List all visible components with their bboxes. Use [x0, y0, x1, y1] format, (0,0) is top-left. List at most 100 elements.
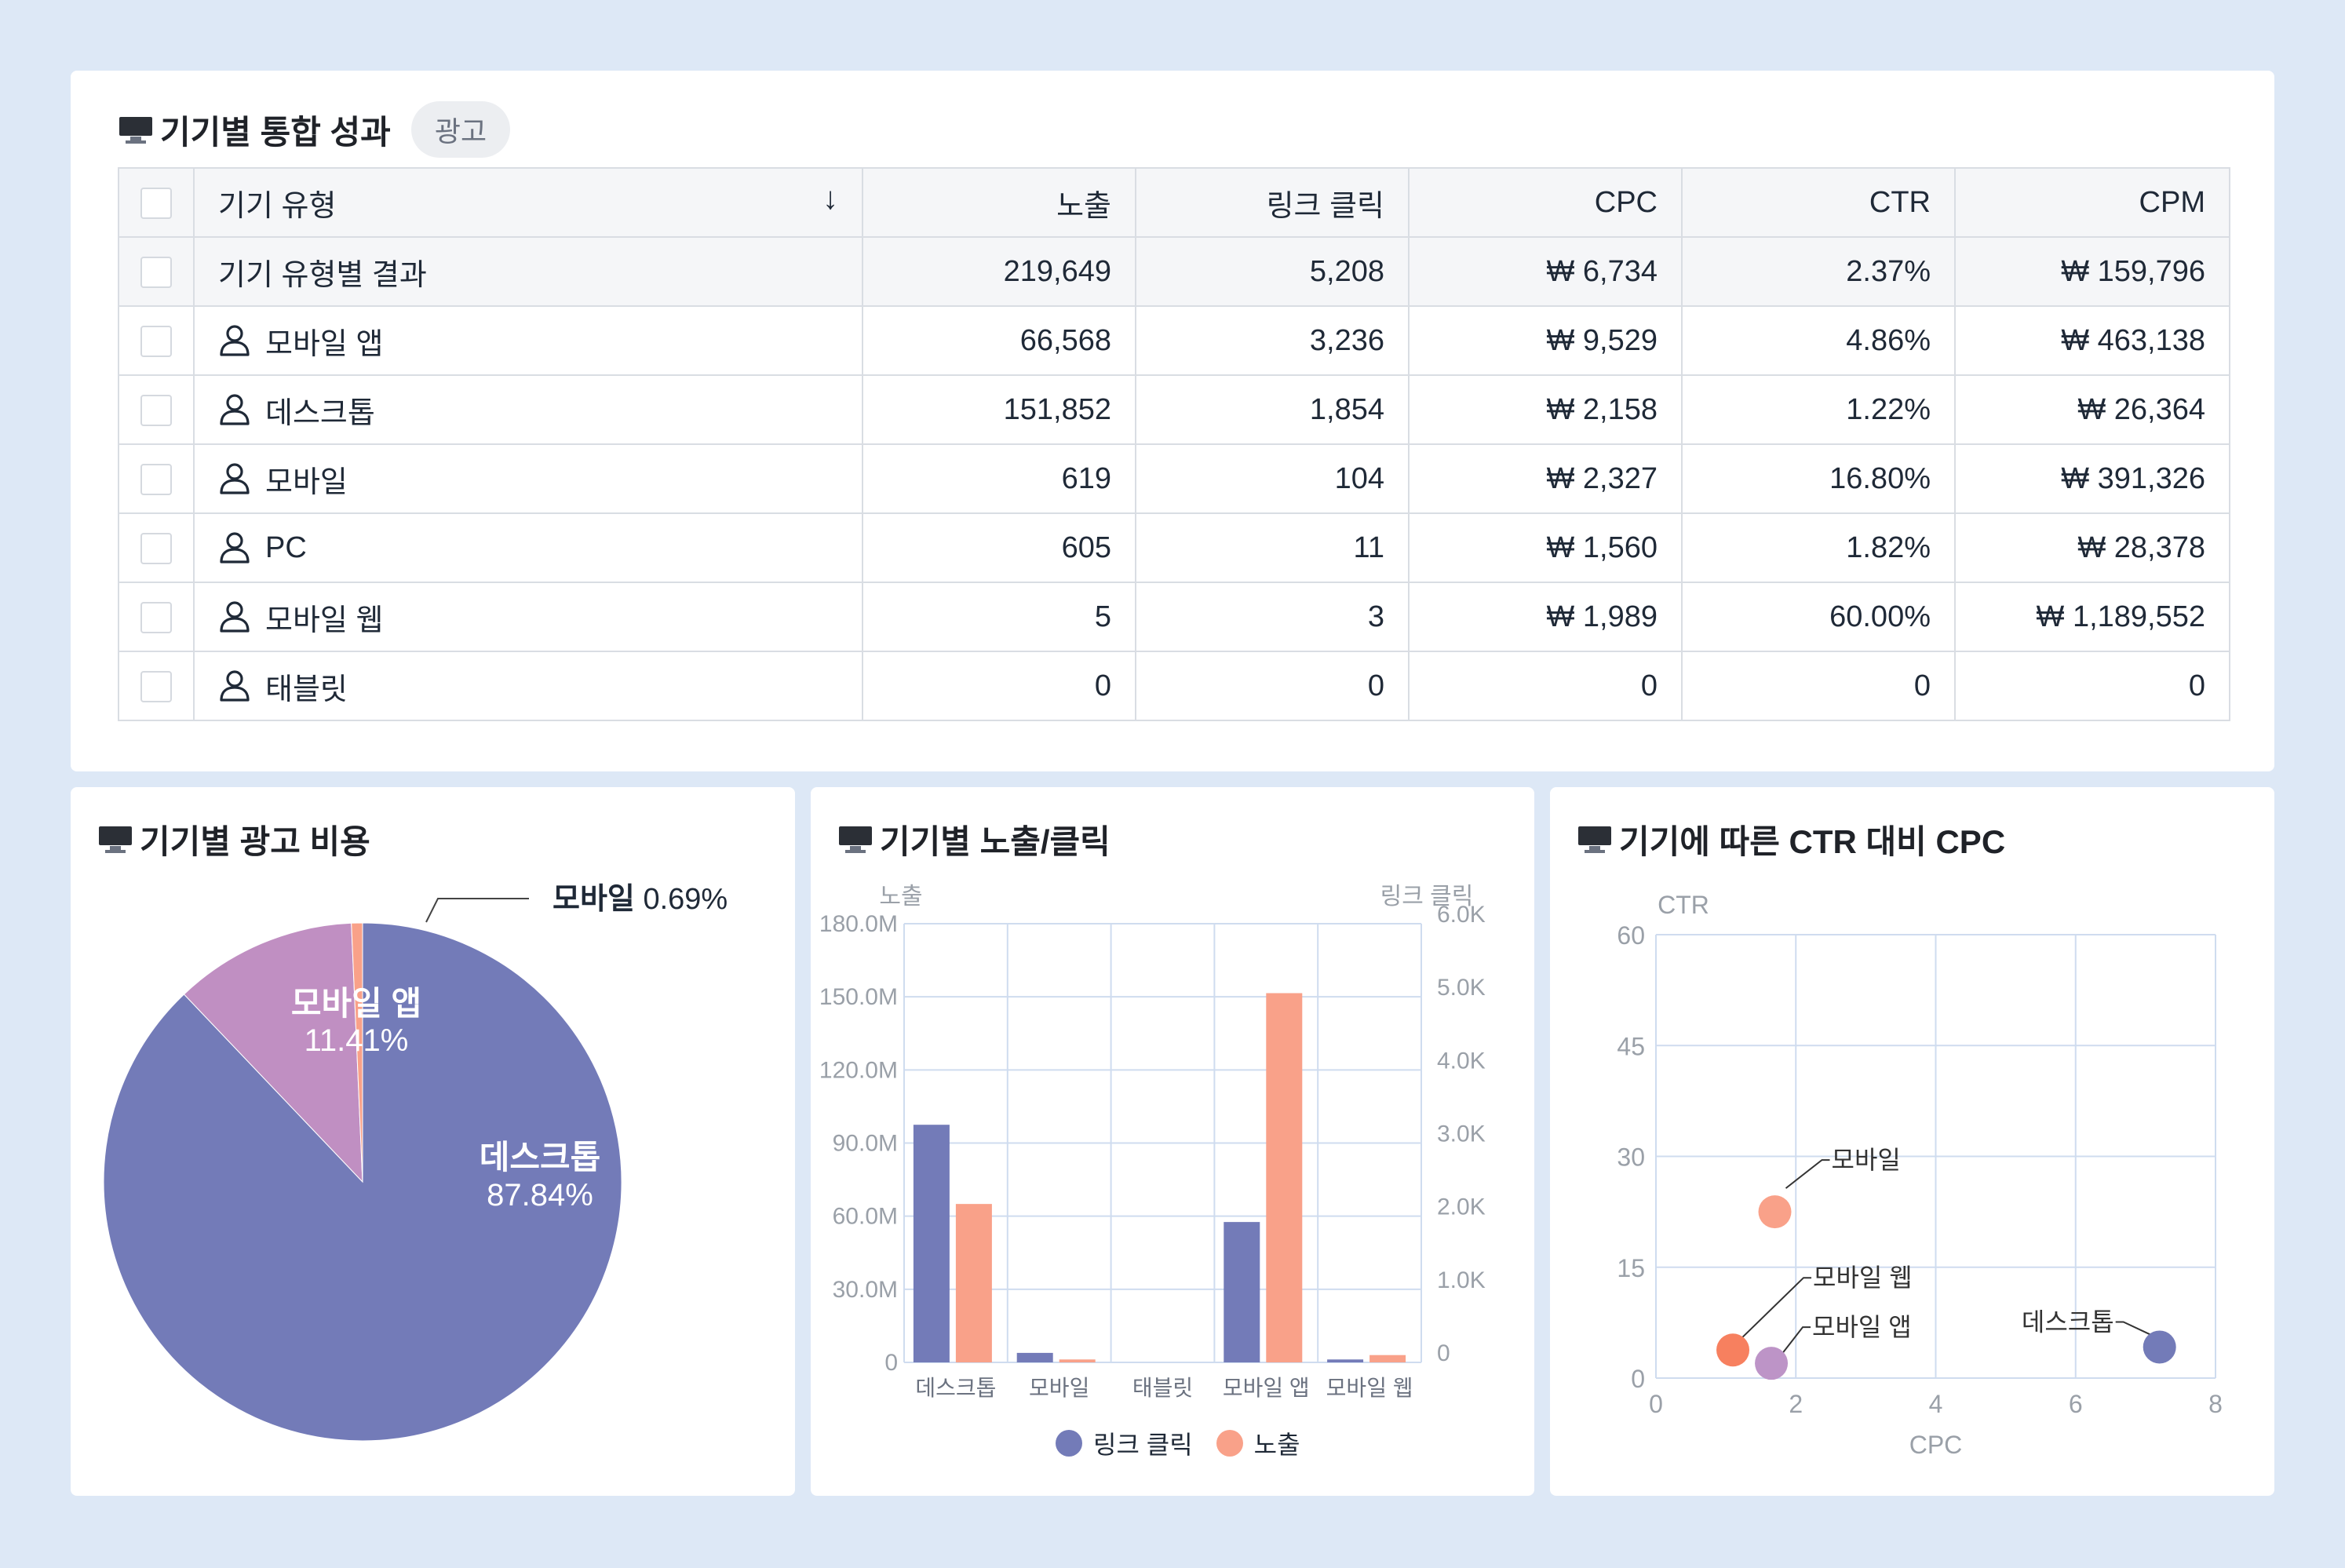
left-tick-label: 30.0M	[833, 1277, 898, 1303]
ad-cost-pie-card: 기기별 광고 비용 데스크톱 87.84% 모바일 앱 11.41% 모바일 0.69%	[71, 787, 795, 1496]
arrow-down-icon[interactable]: ↓	[822, 181, 838, 216]
person-icon	[220, 601, 250, 633]
table-row[interactable]: PC 605 11 ₩ 1,560 1.82% ₩ 28,378	[118, 512, 2230, 583]
cell-cpm: ₩ 391,326	[1954, 443, 2230, 514]
device-name: 데스크톱	[265, 396, 375, 430]
cell-cpc: ₩ 2,327	[1408, 443, 1683, 514]
point-leader-line	[2115, 1321, 2151, 1336]
person-icon	[220, 670, 250, 702]
table-row[interactable]: 태블릿 0 0 0 0 0	[118, 651, 2230, 721]
person-icon	[220, 325, 250, 356]
cell-ctr: 1.22%	[1681, 374, 1956, 445]
legend-label-link-clicks: 링크 클릭	[1093, 1431, 1193, 1459]
cell-cpc: ₩ 1,560	[1408, 512, 1683, 583]
cell-link-clicks: 0	[1135, 651, 1410, 721]
category-tick-label: 모바일 앱	[1223, 1376, 1310, 1400]
pie-slice[interactable]	[351, 922, 363, 1183]
ctr-cpc-scatter-title: 기기에 따른 CTR 대비 CPC	[1578, 815, 2005, 862]
bar-link-clicks[interactable]	[1224, 1222, 1260, 1362]
row-checkbox[interactable]	[140, 257, 172, 289]
bar-link-clicks[interactable]	[1327, 1359, 1364, 1362]
scatter-point[interactable]	[1716, 1333, 1750, 1367]
scatter-point[interactable]	[1755, 1347, 1789, 1380]
right-tick-label: 4.0K	[1437, 1048, 1486, 1074]
device-name: 모바일 앱	[265, 327, 384, 361]
cell-cpm: 0	[1954, 651, 2230, 721]
left-tick-label: 120.0M	[819, 1057, 898, 1083]
slice-value-mobile-app: 11.41%	[305, 1023, 409, 1058]
y-tick-label: 45	[1617, 1032, 1645, 1060]
cell-link-clicks: 104	[1135, 443, 1410, 514]
cell-ctr: 16.80%	[1681, 443, 1956, 514]
select-all-checkbox[interactable]	[140, 188, 172, 220]
device-name-cell: 모바일	[193, 443, 863, 514]
cell-link-clicks: 1,854	[1135, 374, 1410, 445]
right-tick-label: 2.0K	[1437, 1194, 1486, 1220]
row-checkbox[interactable]	[140, 464, 172, 496]
leader-line	[425, 898, 529, 923]
row-checkbox[interactable]	[140, 671, 172, 703]
category-tick-label: 데스크톱	[915, 1376, 996, 1400]
table-row[interactable]: 모바일 웹 5 3 ₩ 1,989 60.00% ₩ 1,189,552	[118, 582, 2230, 652]
bar-impressions[interactable]	[1059, 1359, 1096, 1362]
x-tick-label: 8	[2208, 1390, 2223, 1418]
legend-item-link-clicks[interactable]: 링크 클릭	[1056, 1425, 1193, 1461]
cell-impressions: 66,568	[862, 305, 1136, 376]
left-tick-label: 150.0M	[819, 984, 898, 1010]
bar-chart: 노출 링크 클릭 0 0 30.0M 1.0K 60.0M 2.0K 90.0M 3.0K 120.…	[819, 884, 1486, 1400]
category-tick-label: 모바일	[1029, 1376, 1089, 1400]
bar-link-clicks[interactable]	[1016, 1352, 1053, 1362]
total-impressions: 219,649	[862, 236, 1136, 307]
table-row[interactable]: 데스크톱 151,852 1,854 ₩ 2,158 1.22% ₩ 26,364	[118, 374, 2230, 445]
column-header-link-clicks[interactable]: 링크 클릭	[1135, 167, 1410, 238]
x-tick-label: 2	[1789, 1390, 1803, 1418]
device-name: PC	[265, 531, 307, 564]
table-header-row: 기기 유형 ↓ 노출 링크 클릭 CPC CTR CPM	[118, 167, 2230, 238]
column-header-cpc[interactable]: CPC	[1408, 167, 1683, 238]
bar-impressions[interactable]	[1369, 1355, 1406, 1362]
impressions-clicks-bar-card: 기기별 노출/클릭 노출 링크 클릭 0 0 30.0M 1.0K 60.0M 2.0K 90.…	[811, 787, 1534, 1496]
category-tick-label: 모바일 웹	[1326, 1376, 1413, 1400]
monitor-icon	[839, 825, 872, 853]
table-row[interactable]: 모바일 619 104 ₩ 2,327 16.80% ₩ 391,326	[118, 443, 2230, 514]
point-leader-line	[1785, 1159, 1830, 1189]
cell-ctr: 60.00%	[1681, 582, 1956, 652]
point-label: 모바일	[1832, 1146, 1901, 1174]
legend-item-impressions[interactable]: 노출	[1216, 1425, 1300, 1461]
bar-impressions[interactable]	[1266, 993, 1303, 1362]
row-checkbox[interactable]	[140, 326, 172, 358]
select-all-checkbox-cell	[118, 167, 195, 238]
person-icon	[220, 532, 250, 563]
row-checkbox[interactable]	[140, 533, 172, 565]
row-checkbox-cell	[118, 236, 195, 307]
column-header-impressions[interactable]: 노출	[862, 167, 1136, 238]
y-tick-label: 30	[1617, 1143, 1645, 1172]
x-axis-label: CPC	[1909, 1431, 1963, 1459]
cell-impressions: 0	[862, 651, 1136, 721]
scatter-point[interactable]	[2143, 1330, 2176, 1364]
monitor-icon	[119, 115, 152, 144]
device-name: 모바일	[265, 465, 348, 499]
row-checkbox[interactable]	[140, 395, 172, 427]
ad-cost-pie-title: 기기별 광고 비용	[99, 815, 370, 862]
y-tick-label: 60	[1617, 921, 1645, 950]
row-checkbox[interactable]	[140, 602, 172, 634]
bar-link-clicks[interactable]	[913, 1125, 950, 1362]
device-name-cell: 모바일 웹	[193, 582, 863, 652]
device-name-cell: 데스크톱	[193, 374, 863, 445]
column-header-cpm[interactable]: CPM	[1954, 167, 2230, 238]
scatter-point[interactable]	[1758, 1195, 1792, 1229]
pie-slice[interactable]	[183, 922, 363, 1183]
table-row[interactable]: 모바일 앱 66,568 3,236 ₩ 9,529 4.86% ₩ 463,138	[118, 305, 2230, 376]
cell-ctr: 1.82%	[1681, 512, 1956, 583]
y-tick-label: 15	[1617, 1254, 1645, 1282]
legend-label-impressions: 노출	[1253, 1431, 1300, 1459]
person-icon	[220, 463, 250, 494]
column-header-device-type[interactable]: 기기 유형 ↓	[193, 167, 863, 238]
cell-link-clicks: 3,236	[1135, 305, 1410, 376]
bar-impressions[interactable]	[955, 1204, 992, 1362]
column-header-ctr[interactable]: CTR	[1681, 167, 1956, 238]
monitor-icon	[99, 825, 132, 853]
x-tick-label: 4	[1929, 1390, 1943, 1418]
